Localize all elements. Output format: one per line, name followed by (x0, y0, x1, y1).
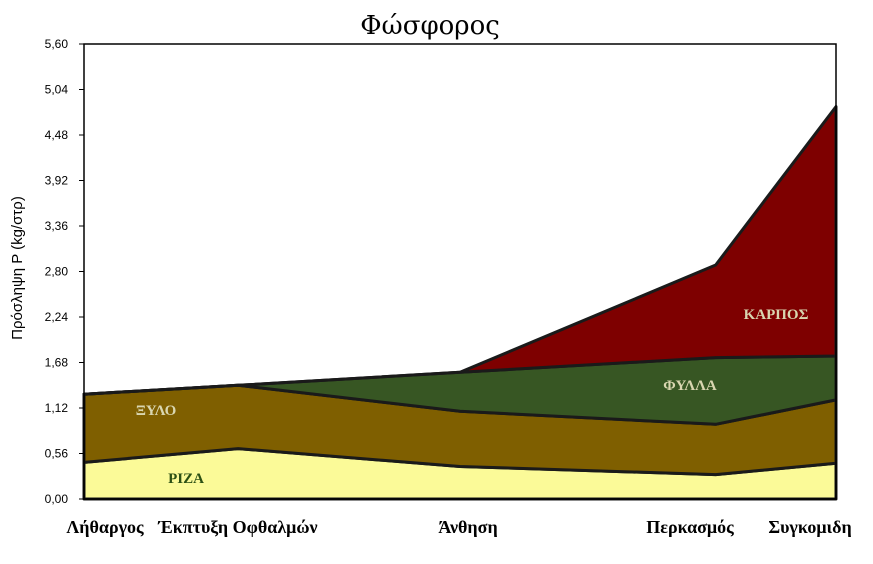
y-axis-label: Πρόσληψη P (kg/στρ) (9, 196, 26, 340)
y-tick-label: 0,56 (45, 447, 69, 461)
area-4 (82, 105, 838, 396)
y-tick-label: 2,24 (45, 310, 69, 324)
y-tick-label: 1,12 (45, 401, 69, 415)
series-labels: ΡΙΖΑ ΞΥΛΟ ΦΥΛΛΑ ΚΑΡΠΟΣ (136, 307, 809, 487)
y-tick-label: 4,48 (45, 128, 69, 142)
y-tick-label: 5,04 (45, 83, 69, 97)
y-tick-label: 2,80 (45, 265, 69, 279)
series-label: ΡΙΖΑ (168, 471, 204, 487)
chart-title: Φώσφορος (360, 11, 500, 41)
x-tick-label: Άνθηση (438, 517, 497, 537)
y-tick-label: 1,68 (45, 356, 69, 370)
y-tick-label: 3,36 (45, 219, 69, 233)
series-label: ΚΑΡΠΟΣ (744, 307, 809, 323)
area-layers (82, 105, 838, 501)
x-tick-label: Έκπτυξη Οφθαλμών (157, 517, 317, 538)
x-tick-label: Συγκομιδη (768, 517, 851, 537)
y-tick-label: 5,60 (45, 37, 69, 51)
y-axis-ticks: 0,00 0,56 1,12 1,68 2,24 2,80 3,36 3,92 4,48 5,04… (45, 37, 84, 506)
y-tick-label: 0,00 (45, 492, 69, 506)
x-tick-label: Περκασμός (646, 517, 734, 537)
x-axis-ticks: Λήθαργος Έκπτυξη Οφθαλμών Άνθηση Περκασμός Σ… (66, 517, 851, 538)
x-tick-label: Λήθαργος (66, 517, 144, 537)
series-label: ΞΥΛΟ (136, 403, 177, 419)
y-tick-label: 3,92 (45, 174, 69, 188)
series-label: ΦΥΛΛΑ (663, 378, 717, 394)
